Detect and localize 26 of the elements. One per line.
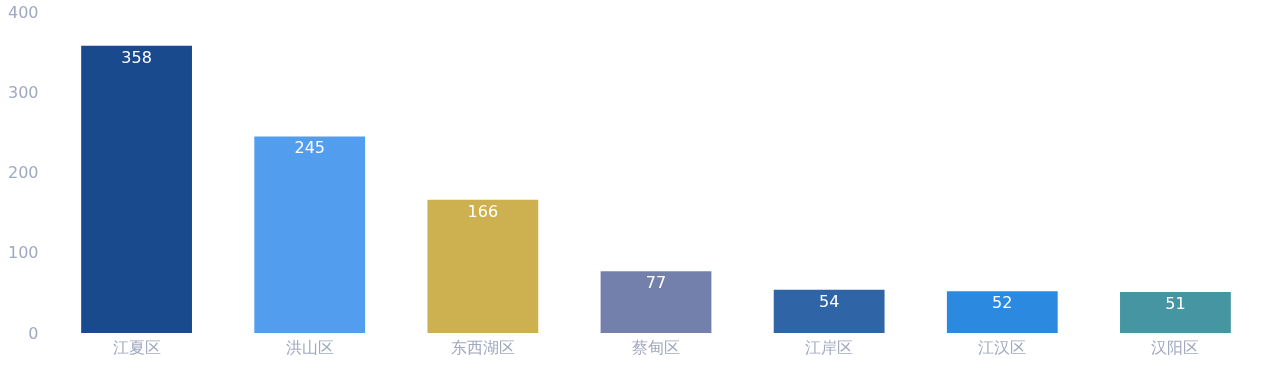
data-label: 54 (818, 291, 840, 311)
y-tick-label: 0 (28, 323, 39, 343)
bar (773, 289, 885, 333)
x-tick-label: 蔡甸区 (632, 337, 680, 357)
y-tick-label: 400 (7, 2, 39, 22)
bar (1120, 292, 1231, 333)
x-tick-label: 汉阳区 (1151, 337, 1200, 357)
bar (254, 136, 366, 333)
bar (81, 45, 192, 333)
data-label: 245 (294, 138, 325, 158)
x-tick-label: 洪山区 (285, 337, 334, 357)
data-label: 166 (467, 201, 499, 221)
y-tick-label: 300 (7, 82, 39, 102)
data-label: 52 (992, 293, 1013, 313)
x-tick-label: 江夏区 (112, 337, 161, 357)
y-tick-label: 100 (7, 243, 39, 263)
bar (427, 199, 539, 333)
data-label: 51 (1165, 294, 1186, 314)
data-label: 358 (121, 47, 152, 67)
y-tick-label: 200 (7, 163, 39, 182)
x-tick-label: 江岸区 (805, 337, 854, 357)
data-label: 77 (645, 273, 667, 293)
x-tick-label: 东西湖区 (450, 337, 515, 357)
bar (600, 271, 712, 333)
bar (946, 291, 1058, 333)
x-tick-label: 江汉区 (978, 337, 1027, 357)
